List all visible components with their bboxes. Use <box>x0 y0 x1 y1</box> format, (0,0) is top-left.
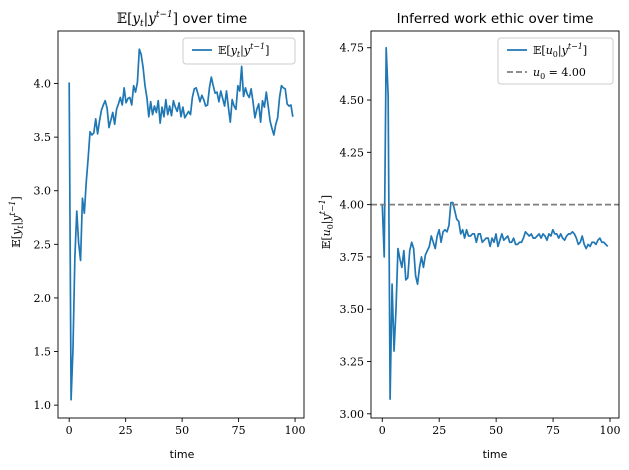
x-tick-label: 50 <box>489 424 503 437</box>
chart-left: 𝔼[yt|yt−1] over time 0 25 50 75 100 1.0 1.5 2.… <box>8 10 306 461</box>
legend-frame <box>182 37 296 65</box>
x-axis-ticks: 0 25 50 75 100 <box>66 418 306 437</box>
y-axis-label: 𝔼[u0|yt−1] <box>318 195 335 249</box>
y-tick-label: 3.5 <box>34 131 52 144</box>
y-axis-ticks: 1.0 1.5 2.0 2.5 3.0 3.5 4.0 <box>34 78 58 412</box>
x-tick-label: 0 <box>379 424 386 437</box>
chart-title: 𝔼[yt|yt−1] over time <box>117 10 247 29</box>
x-tick-label: 50 <box>175 424 189 437</box>
y-tick-label: 3.75 <box>340 251 365 264</box>
x-tick-label: 75 <box>546 424 560 437</box>
y-tick-label: 4.75 <box>340 42 365 55</box>
chart-right: Inferred work ethic over time 0 25 50 75 100… <box>318 11 621 461</box>
y-tick-label: 4.25 <box>340 146 365 159</box>
y-tick-label: 4.50 <box>340 94 365 107</box>
y-tick-label: 4.0 <box>34 78 52 91</box>
plot-area <box>57 30 305 419</box>
legend-label-reference: u0 = 4.00 <box>533 66 586 81</box>
series-line <box>68 48 294 401</box>
chart-title: Inferred work ethic over time <box>397 11 594 27</box>
y-tick-label: 3.0 <box>34 185 52 198</box>
y-tick-label: 2.5 <box>34 238 52 251</box>
x-tick-label: 0 <box>66 424 73 437</box>
series-line <box>381 46 609 401</box>
x-tick-label: 25 <box>119 424 133 437</box>
y-tick-label: 3.50 <box>340 303 365 316</box>
legend: 𝔼[yt|yt−1] <box>182 37 296 65</box>
y-tick-label: 2.0 <box>34 292 52 305</box>
y-axis-label: 𝔼[yt|yt−1] <box>8 196 25 247</box>
x-tick-label: 100 <box>600 424 621 437</box>
x-tick-label: 25 <box>432 424 446 437</box>
svg-text:𝔼[yt|yt−1] over time: 𝔼[yt|yt−1] over time <box>117 10 247 29</box>
y-tick-label: 1.0 <box>34 399 52 412</box>
x-axis-label: time <box>483 448 508 461</box>
x-tick-label: 75 <box>232 424 246 437</box>
y-tick-label: 3.00 <box>340 408 365 421</box>
svg-text:𝔼[u0|yt−1]: 𝔼[u0|yt−1] <box>318 195 335 249</box>
y-tick-label: 1.5 <box>34 346 52 359</box>
y-tick-label: 3.25 <box>340 356 365 369</box>
y-axis-ticks: 3.00 3.25 3.50 3.75 4.00 4.25 4.50 4.75 <box>340 42 371 421</box>
legend-label-estimate: 𝔼[u0|yt−1] <box>533 42 587 59</box>
x-tick-label: 100 <box>285 424 306 437</box>
legend-label: 𝔼[yt|yt−1] <box>218 42 269 59</box>
legend: 𝔼[u0|yt−1] u0 = 4.00 <box>497 37 614 85</box>
x-axis-ticks: 0 25 50 75 100 <box>379 418 621 437</box>
x-axis-label: time <box>170 448 195 461</box>
plot-area <box>370 30 620 419</box>
axes-frame <box>57 30 305 419</box>
axes-frame <box>370 30 620 419</box>
svg-text:𝔼[yt|yt−1]: 𝔼[yt|yt−1] <box>8 196 25 247</box>
y-tick-label: 4.00 <box>340 199 365 212</box>
